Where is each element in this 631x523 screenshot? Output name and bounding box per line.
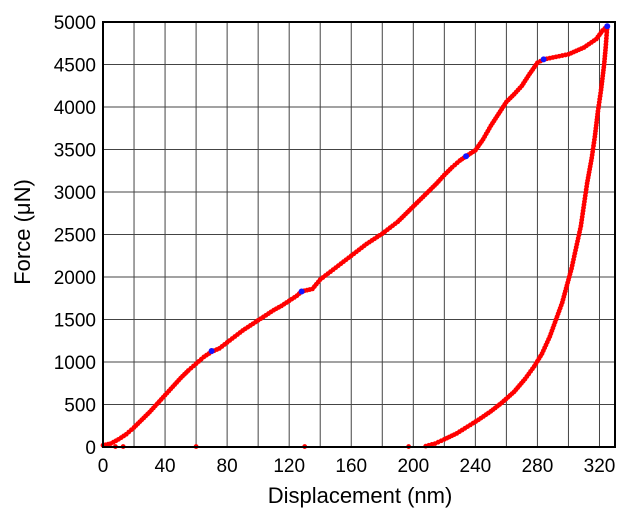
x-tick-labels: 0 40 80 120 160 200 240 280 320	[98, 456, 616, 477]
y-axis-label: Force (μN)	[10, 179, 35, 285]
y-tick-label: 2500	[54, 226, 96, 247]
y-tick-labels: 0 500 1000 1500 2000 2500 3000 3500 4000 4500 5000	[54, 13, 96, 459]
marker-point	[298, 288, 305, 295]
y-tick-label: 5000	[54, 13, 96, 34]
y-tick-label: 0	[85, 438, 96, 459]
x-tick-label: 280	[522, 456, 554, 477]
grid	[102, 21, 615, 448]
y-tick-label: 3500	[54, 141, 96, 162]
x-tick-label: 120	[273, 456, 305, 477]
y-tick-label: 2000	[54, 268, 96, 289]
x-tick-label: 320	[584, 456, 616, 477]
marker-point	[463, 153, 470, 160]
marker-point	[604, 23, 611, 30]
x-tick-label: 80	[217, 456, 238, 477]
data-points	[100, 23, 611, 449]
x-tick-label: 160	[335, 456, 367, 477]
y-tick-label: 3000	[54, 183, 96, 204]
x-tick-label: 40	[154, 456, 175, 477]
plot-frame	[102, 21, 616, 448]
x-axis-label: Displacement (nm)	[268, 483, 453, 508]
y-tick-label: 4500	[54, 56, 96, 77]
marker-point	[208, 347, 215, 354]
x-tick-label: 0	[98, 456, 109, 477]
x-tick-label: 200	[397, 456, 429, 477]
y-tick-label: 1000	[54, 353, 96, 374]
x-tick-label: 240	[460, 456, 492, 477]
y-tick-label: 4000	[54, 98, 96, 119]
y-tick-label: 500	[64, 396, 96, 417]
marker-point	[540, 56, 547, 63]
y-tick-label: 1500	[54, 311, 96, 332]
